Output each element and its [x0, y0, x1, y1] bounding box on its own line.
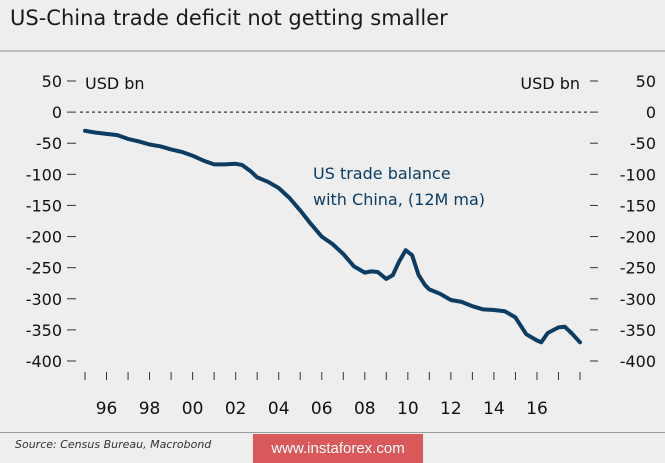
y-tick-label-right: -300 [620, 290, 656, 309]
footer-divider [0, 432, 665, 433]
x-tick-label: 06 [311, 399, 333, 419]
x-axis: 96 98 00 02 04 06 08 10 12 14 16 [84, 372, 581, 419]
source-note: Source: Census Bureau, Macrobond [15, 438, 212, 451]
line-chart: 50 0 -50 -100 -150 -200 -250 -300 -350 -400 50 0 -5… [26, 72, 656, 419]
x-tick-label: 00 [182, 399, 204, 419]
y-tick-label-right: -50 [630, 134, 656, 153]
y-tick-label-left: -50 [36, 134, 62, 153]
y-tick-label-left: -400 [26, 352, 62, 371]
x-tick-label: 10 [397, 399, 419, 419]
y-tick-label-left: -250 [26, 259, 62, 278]
y-tick-label-right: 50 [636, 72, 656, 91]
y-tick-label-left: 50 [42, 72, 62, 91]
series-annotation-line2: with China, (12M ma) [313, 190, 485, 209]
x-tick-label: 96 [96, 399, 118, 419]
y-tick-label-left: -300 [26, 290, 62, 309]
x-tick-label: 16 [526, 399, 548, 419]
y-tick-label-right: 0 [646, 103, 656, 122]
x-tick-label: 04 [268, 399, 290, 419]
chart-title: US-China trade deficit not getting small… [10, 6, 448, 30]
series-annotation-line1: US trade balance [313, 164, 451, 183]
x-tick-label: 12 [440, 399, 462, 419]
x-tick-label: 14 [483, 399, 505, 419]
y-axis-left: 50 0 -50 -100 -150 -200 -250 -300 -350 -400 [26, 72, 76, 371]
y-tick-label-right: -200 [620, 228, 656, 247]
y-tick-label-right: -100 [620, 165, 656, 184]
x-tick-label: 02 [225, 399, 247, 419]
y-tick-label-left: -150 [26, 196, 62, 215]
y-unit-right: USD bn [520, 74, 580, 93]
y-axis-right: 50 0 -50 -100 -150 -200 -250 -300 -350 -400 [590, 72, 656, 371]
y-tick-label-right: -400 [620, 352, 656, 371]
y-tick-label-right: -250 [620, 259, 656, 278]
x-tick-label: 08 [354, 399, 376, 419]
y-tick-label-right: -350 [620, 321, 656, 340]
y-unit-left: USD bn [85, 74, 145, 93]
series-line-us-china-balance [83, 128, 582, 345]
y-tick-label-left: -100 [26, 165, 62, 184]
watermark-badge: www.instaforex.com [253, 434, 423, 463]
title-divider [0, 50, 665, 52]
y-tick-label-left: -200 [26, 228, 62, 247]
x-tick-label: 98 [139, 399, 161, 419]
y-tick-label-right: -150 [620, 196, 656, 215]
y-tick-label-left: 0 [52, 103, 62, 122]
y-tick-label-left: -350 [26, 321, 62, 340]
